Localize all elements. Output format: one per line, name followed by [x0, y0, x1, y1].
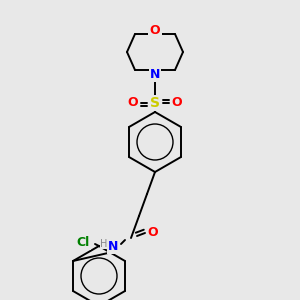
Text: Cl: Cl — [76, 236, 90, 248]
Text: N: N — [150, 68, 160, 80]
Text: O: O — [128, 97, 138, 110]
Text: O: O — [172, 97, 182, 110]
Text: S: S — [150, 96, 160, 110]
Text: N: N — [108, 239, 118, 253]
Text: O: O — [148, 226, 158, 239]
Text: O: O — [150, 23, 160, 37]
Text: H: H — [100, 239, 108, 249]
